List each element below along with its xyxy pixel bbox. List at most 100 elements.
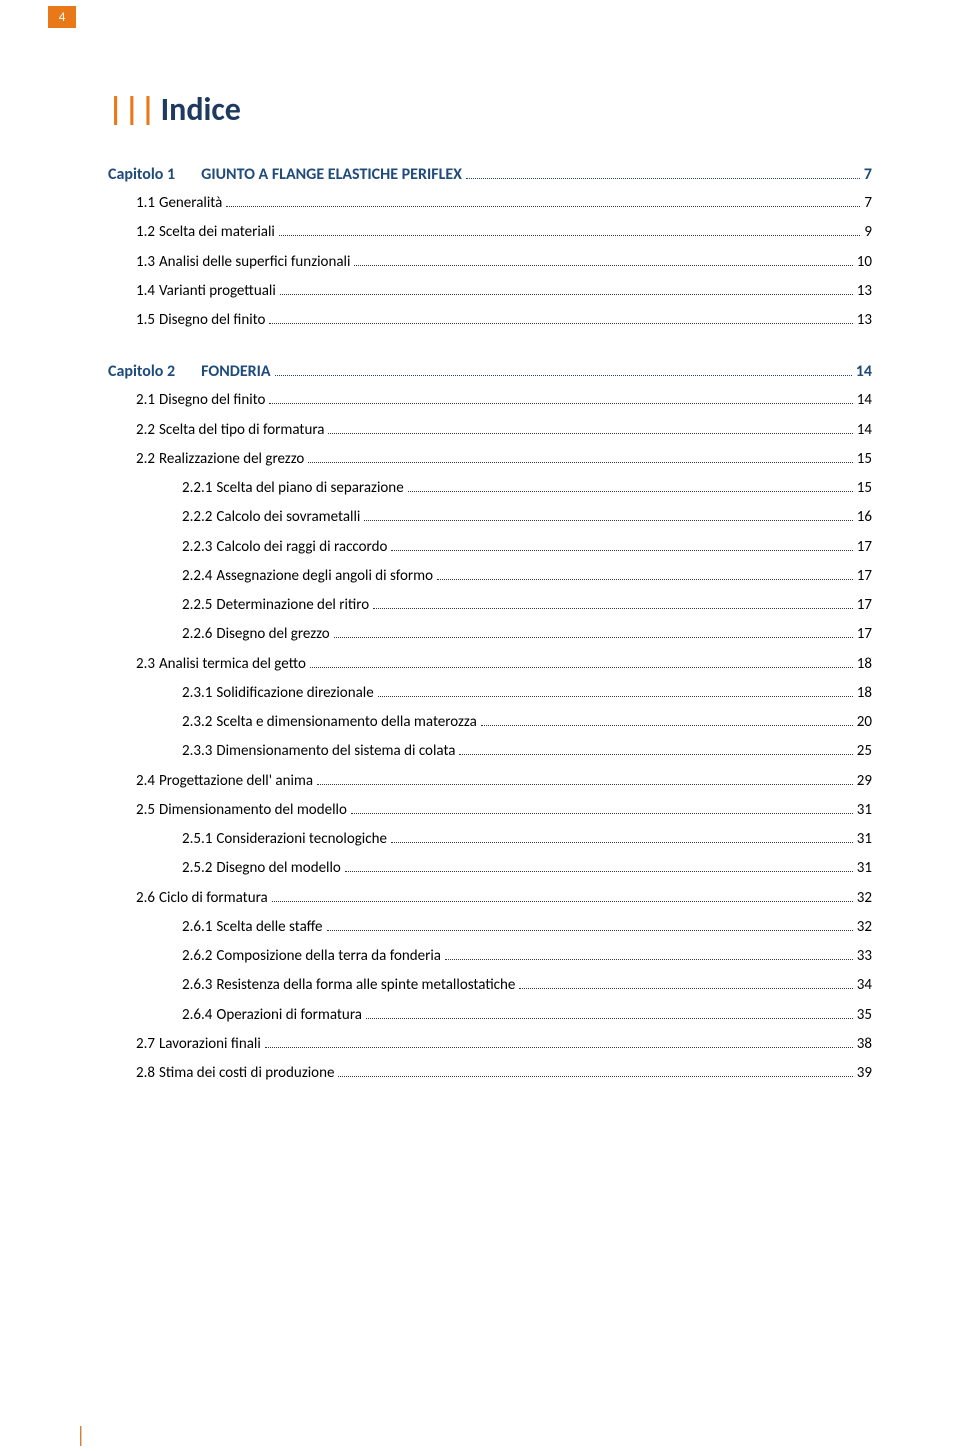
leader-dots [272, 901, 853, 902]
entry-number: 2.2.4 [182, 565, 212, 588]
chapter-number: 2 [167, 362, 175, 381]
chapter-title: FONDERIA [201, 362, 270, 381]
leader-dots [364, 520, 852, 521]
entry-number: 2.7 [136, 1033, 155, 1056]
leader-dots [519, 988, 852, 989]
leader-dots [351, 813, 853, 814]
entry-title: Considerazioni tecnologiche [216, 828, 387, 851]
entry-page: 32 [857, 887, 872, 910]
entry-page: 18 [857, 682, 872, 705]
toc-entry: 2.2.4Assegnazione degli angoli di sformo… [108, 565, 872, 588]
leader-dots [327, 930, 853, 931]
chapter-label-text: Capitolo [108, 362, 163, 381]
leader-dots [373, 608, 853, 609]
toc-entry: 1.2Scelta dei materiali9 [108, 221, 872, 244]
entry-page: 15 [857, 448, 872, 471]
entry-number: 2.3.1 [182, 682, 212, 705]
entry-number: 1.4 [136, 280, 155, 303]
leader-dots [275, 375, 852, 376]
toc-entry: 2.1Disegno del finito14 [108, 389, 872, 412]
leader-dots [317, 784, 853, 785]
leader-dots [269, 323, 852, 324]
entry-title: Dimensionamento del modello [159, 799, 347, 822]
entry-title: Lavorazioni finali [159, 1033, 261, 1056]
leader-dots [366, 1018, 853, 1019]
title-bars-icon: ||| [108, 90, 157, 129]
entry-number: 2.1 [136, 389, 155, 412]
toc-entry: 2.6.3Resistenza della forma alle spinte … [108, 974, 872, 997]
entry-page: 25 [857, 740, 872, 763]
leader-dots [338, 1076, 852, 1077]
left-margin-rule [80, 1426, 82, 1446]
toc-chapter: Capitolo 2 FONDERIA 14 [108, 362, 872, 381]
entry-number: 1.3 [136, 251, 155, 274]
toc-entry: 1.4Varianti progettuali13 [108, 280, 872, 303]
leader-dots [269, 403, 852, 404]
entry-page: 38 [857, 1033, 872, 1056]
entry-page: 17 [857, 623, 872, 646]
entry-page: 33 [857, 945, 872, 968]
toc-entry: 2.6.4Operazioni di formatura35 [108, 1004, 872, 1027]
entry-page: 15 [857, 477, 872, 500]
entry-title: Analisi delle superfici funzionali [159, 251, 350, 274]
leader-dots [308, 462, 853, 463]
entry-title: Generalità [159, 192, 222, 215]
leader-dots [391, 550, 852, 551]
entry-page: 31 [857, 799, 872, 822]
entry-title: Dimensionamento del sistema di colata [216, 740, 455, 763]
toc-entry: 2.2Scelta del tipo di formatura14 [108, 419, 872, 442]
leader-dots [391, 842, 853, 843]
toc-entry: 1.1Generalità7 [108, 192, 872, 215]
chapter-label-text: Capitolo [108, 165, 163, 184]
entry-title: Calcolo dei sovrametalli [216, 506, 360, 529]
entry-number: 2.3.2 [182, 711, 212, 734]
entry-number: 2.5.2 [182, 857, 212, 880]
entry-page: 10 [857, 251, 872, 274]
entry-title: Assegnazione degli angoli di sformo [216, 565, 433, 588]
entry-title: Progettazione dell' anima [159, 770, 313, 793]
entry-number: 1.2 [136, 221, 155, 244]
entry-title: Scelta e dimensionamento della materozza [216, 711, 476, 734]
leader-dots [345, 871, 853, 872]
entry-number: 2.8 [136, 1062, 155, 1085]
entry-page: 13 [857, 280, 872, 303]
entry-number: 2.6.2 [182, 945, 212, 968]
chapter-label: Capitolo 1 [108, 165, 175, 184]
toc-entry: 2.5Dimensionamento del modello31 [108, 799, 872, 822]
chapter-page: 14 [856, 362, 872, 381]
toc-entry: 2.8Stima dei costi di produzione39 [108, 1062, 872, 1085]
entry-number: 2.5.1 [182, 828, 212, 851]
entry-title: Scelta del piano di separazione [216, 477, 403, 500]
toc-entry: 2.6Ciclo di formatura32 [108, 887, 872, 910]
leader-dots [310, 667, 853, 668]
leader-dots [459, 754, 852, 755]
entry-number: 2.2.1 [182, 477, 212, 500]
entry-number: 1.5 [136, 309, 155, 332]
leader-dots [328, 433, 852, 434]
chapter-label: Capitolo 2 [108, 362, 175, 381]
leader-dots [280, 294, 853, 295]
entry-number: 2.2.3 [182, 536, 212, 559]
entry-page: 31 [857, 857, 872, 880]
toc-entry: 2.4Progettazione dell' anima29 [108, 770, 872, 793]
toc-entry: 2.3.3Dimensionamento del sistema di cola… [108, 740, 872, 763]
toc-entry: 2.5.2Disegno del modello31 [108, 857, 872, 880]
entry-title: Analisi termica del getto [159, 653, 306, 676]
entry-page: 16 [857, 506, 872, 529]
toc-entry: 2.2.3Calcolo dei raggi di raccordo17 [108, 536, 872, 559]
leader-dots [378, 696, 853, 697]
entry-number: 2.4 [136, 770, 155, 793]
entry-title: Ciclo di formatura [159, 887, 268, 910]
entry-page: 34 [857, 974, 872, 997]
entry-number: 2.3 [136, 653, 155, 676]
entry-number: 2.2.5 [182, 594, 212, 617]
toc-entry: 2.5.1Considerazioni tecnologiche31 [108, 828, 872, 851]
entry-page: 35 [857, 1004, 872, 1027]
entry-page: 14 [857, 419, 872, 442]
toc-entry: 1.5Disegno del finito13 [108, 309, 872, 332]
page-number: 4 [59, 10, 66, 25]
leader-dots [437, 579, 853, 580]
entry-title: Determinazione del ritiro [216, 594, 369, 617]
entry-title: Disegno del finito [159, 389, 265, 412]
entry-page: 9 [864, 221, 872, 244]
